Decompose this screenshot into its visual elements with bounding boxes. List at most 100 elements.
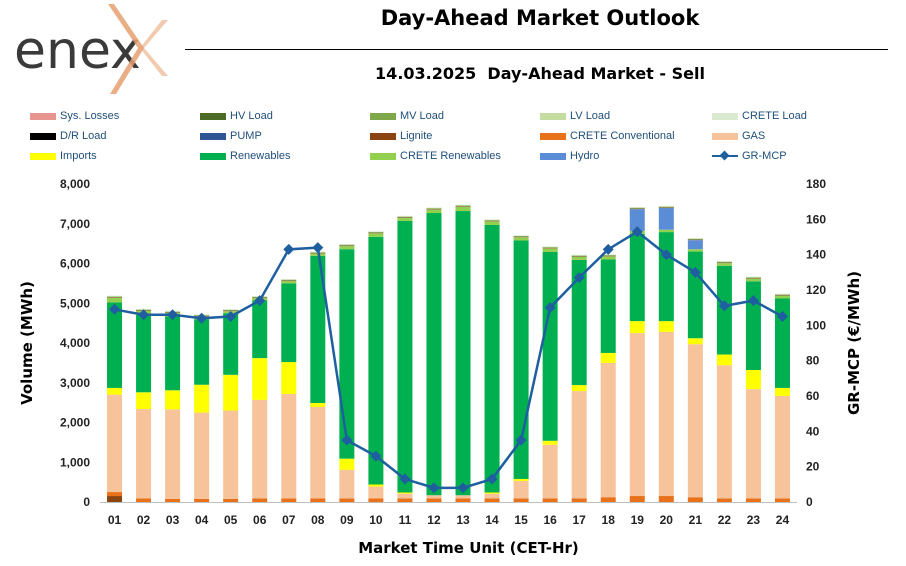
bar-imports-08 — [310, 403, 326, 407]
legend-item-gas: GAS — [712, 129, 765, 143]
legend-swatch — [370, 112, 396, 120]
bar-lv-load-10 — [368, 231, 384, 233]
bar-gas-13 — [455, 495, 471, 499]
bar-crete-renewables-15 — [513, 237, 529, 241]
bar-crete-load-02 — [136, 308, 152, 310]
bar-crete-load-21 — [687, 238, 703, 239]
bar-mv-load-23 — [745, 277, 761, 279]
x-tick-label: 24 — [776, 513, 790, 527]
bar-crete-conventional-21 — [687, 497, 703, 502]
bar-lv-load-22 — [716, 261, 732, 263]
x-tick-label: 16 — [543, 513, 557, 527]
mcp-line — [114, 230, 784, 490]
bar-crete-renewables-01 — [107, 297, 123, 303]
legend-swatch — [370, 152, 396, 160]
bar-crete-conventional-19 — [629, 496, 645, 502]
bar-imports-23 — [745, 370, 761, 390]
x-tick-label: 18 — [602, 513, 616, 527]
bar-mv-load-22 — [716, 261, 732, 263]
x-tick-label: 22 — [718, 513, 732, 527]
bar-sys-losses-20 — [658, 207, 674, 209]
bar-imports-09 — [339, 458, 355, 470]
bar-crete-conventional-10 — [368, 498, 384, 502]
legend-swatch — [30, 132, 56, 140]
bar-lv-load-24 — [774, 294, 790, 295]
legend-item-lignite: Lignite — [370, 129, 432, 143]
y-tick-label: 5,000 — [60, 296, 90, 310]
legend-label: CRETE Load — [742, 110, 807, 122]
bar-lv-load-21 — [687, 238, 703, 240]
mcp-point-23 — [747, 295, 759, 307]
bar-hv-load-14 — [484, 220, 500, 222]
x-tick-label: 05 — [224, 513, 238, 527]
y2-tick-label: 120 — [806, 283, 826, 297]
bar-mv-load-09 — [339, 244, 355, 246]
bar-gas-19 — [629, 333, 645, 497]
legend-label: Imports — [60, 150, 97, 162]
bar-crete-renewables-21 — [687, 249, 703, 252]
bar-crete-conventional-02 — [136, 498, 152, 502]
bar-crete-conventional-08 — [310, 498, 326, 502]
bar-renewables-18 — [600, 259, 616, 353]
bar-gas-17 — [571, 391, 587, 499]
bar-renewables-23 — [745, 281, 761, 371]
bar-crete-conventional-12 — [426, 498, 442, 502]
bar-hv-load-11 — [397, 216, 413, 218]
bar-imports-06 — [252, 358, 268, 400]
bar-renewables-10 — [368, 236, 384, 485]
bar-hv-load-21 — [687, 239, 703, 240]
bar-sys-losses-09 — [339, 245, 355, 247]
legend-swatch — [370, 132, 396, 140]
bar-mv-load-20 — [658, 206, 674, 208]
bar-hv-load-07 — [281, 280, 297, 281]
bar-crete-load-20 — [658, 205, 674, 207]
bar-crete-load-12 — [426, 207, 442, 209]
bar-mv-load-10 — [368, 232, 384, 233]
bar-renewables-08 — [310, 255, 326, 404]
bar-sys-losses-16 — [542, 247, 558, 249]
y2-tick-label: 20 — [806, 460, 820, 474]
y-axis-title: Volume (MWh) — [18, 281, 36, 405]
mcp-point-09 — [341, 434, 353, 446]
bar-imports-01 — [107, 387, 123, 395]
legend-swatch — [200, 112, 226, 120]
legend-swatch — [712, 132, 738, 140]
bar-crete-load-22 — [716, 261, 732, 262]
x-tick-label: 19 — [631, 513, 645, 527]
bar-crete-conventional-17 — [571, 498, 587, 502]
bar-crete-conventional-13 — [455, 498, 471, 502]
bar-crete-load-19 — [629, 207, 645, 208]
bar-sys-losses-10 — [368, 232, 384, 234]
bar-hv-load-20 — [658, 207, 674, 208]
page-title: Day-Ahead Market Outlook — [380, 6, 700, 30]
bar-hv-load-13 — [455, 205, 471, 207]
x-tick-label: 13 — [456, 513, 470, 527]
bar-crete-conventional-09 — [339, 498, 355, 502]
legend-item-sys-losses: Sys. Losses — [30, 109, 119, 123]
bar-renewables-03 — [165, 316, 181, 391]
bar-renewables-09 — [339, 249, 355, 459]
bar-imports-04 — [194, 384, 210, 413]
bar-crete-renewables-24 — [774, 295, 790, 299]
y2-tick-label: 0 — [806, 495, 813, 509]
bar-gas-23 — [745, 389, 761, 499]
bar-imports-22 — [716, 354, 732, 366]
bar-sys-losses-11 — [397, 217, 413, 218]
x-tick-label: 04 — [195, 513, 209, 527]
x-tick-label: 20 — [660, 513, 674, 527]
legend-item-imports: Imports — [30, 149, 97, 163]
bar-gas-01 — [107, 394, 123, 493]
bar-renewables-21 — [687, 251, 703, 339]
bar-sys-losses-24 — [774, 295, 790, 296]
bar-mv-load-19 — [629, 207, 645, 209]
mcp-point-11 — [399, 473, 411, 485]
bar-renewables-04 — [194, 319, 210, 385]
bar-crete-load-17 — [571, 254, 587, 256]
enex-logo-text: enex — [14, 21, 141, 81]
bar-sys-losses-15 — [513, 236, 529, 238]
mcp-point-19 — [631, 226, 643, 238]
bar-gas-24 — [774, 395, 790, 499]
legend-label: D/R Load — [60, 130, 107, 142]
legend-item-d-r-load: D/R Load — [30, 129, 106, 143]
y-tick-label: 0 — [83, 495, 90, 509]
